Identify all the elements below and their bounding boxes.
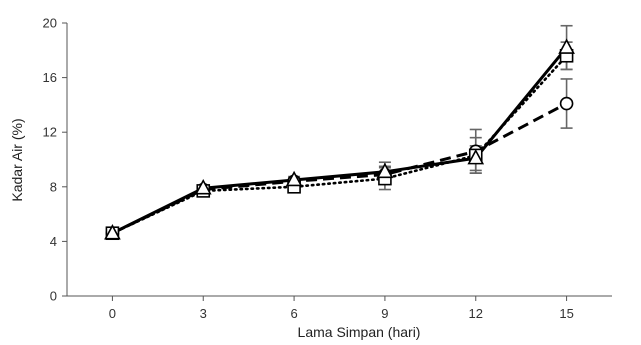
series-line-triangle: [111, 46, 568, 235]
series-markers: [104, 38, 575, 241]
series-line-square: [111, 54, 568, 235]
triangle-marker: [104, 224, 121, 240]
triangle-marker: [558, 38, 575, 54]
y-tick-label: 8: [50, 179, 57, 194]
circle-marker: [559, 96, 574, 111]
series-lines: [111, 46, 568, 235]
x-tick-label: 3: [200, 306, 207, 321]
y-tick-label: 0: [50, 289, 57, 304]
triangle-marker: [467, 148, 485, 165]
triangle-marker: [376, 162, 394, 179]
y-tick-label: 4: [50, 234, 57, 249]
x-tick-label: 15: [559, 306, 573, 321]
x-tick-label: 12: [469, 306, 483, 321]
x-tick-label: 9: [381, 306, 388, 321]
triangle-marker: [285, 170, 303, 187]
x-axis-title: Lama Simpan (hari): [298, 324, 421, 340]
y-tick-label: 12: [43, 125, 57, 140]
y-tick-label: 16: [43, 70, 57, 85]
x-tick-label: 0: [109, 306, 116, 321]
x-tick-label: 6: [290, 306, 297, 321]
series-line-circle: [111, 102, 568, 235]
triangle-marker: [194, 178, 212, 195]
y-axis-title: Kadar Air (%): [9, 118, 25, 201]
y-tick-label: 20: [43, 16, 57, 31]
axes: 0 4 8 12 16 20 0 3 6 9 12 15: [43, 16, 612, 321]
